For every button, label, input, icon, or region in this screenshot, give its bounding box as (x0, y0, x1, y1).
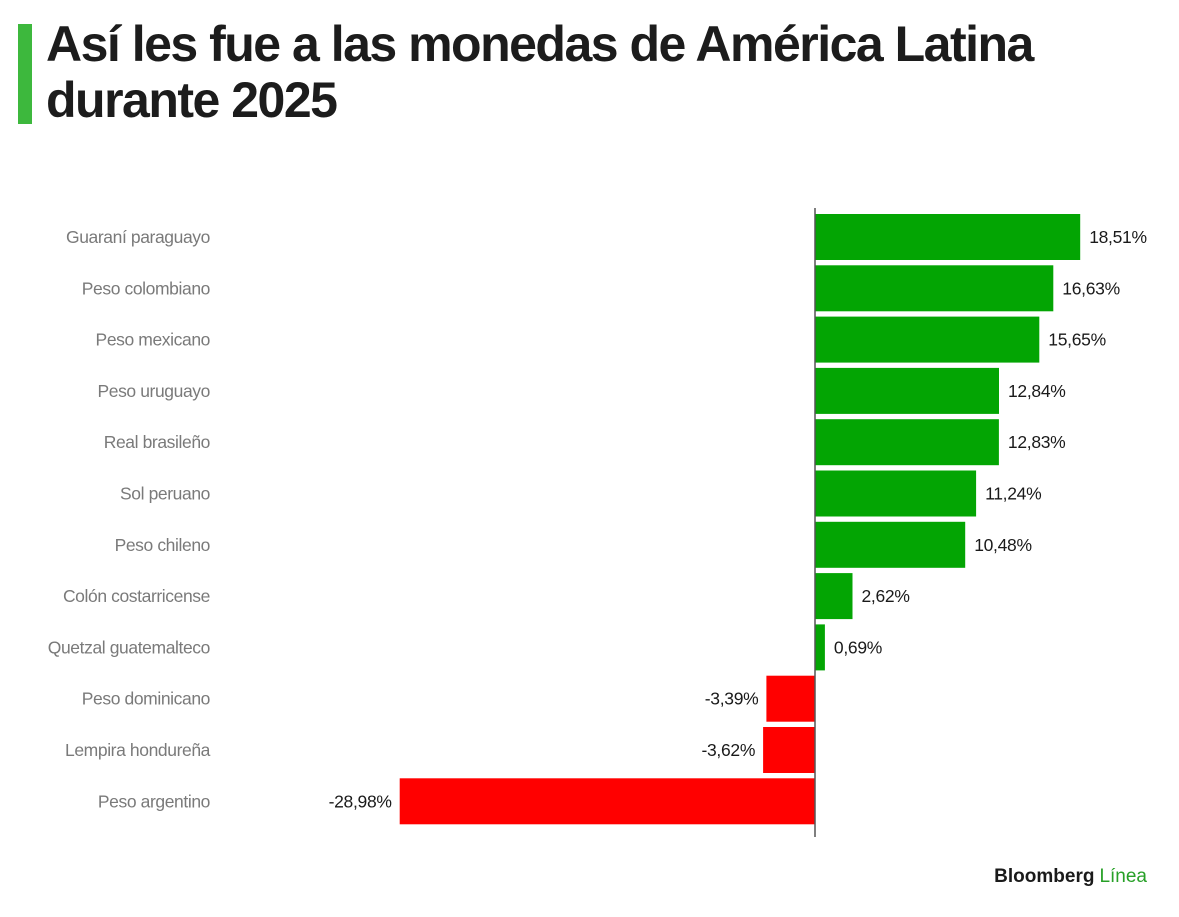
labels-layer: Guaraní paraguayo 18,51% Peso colombiano 16… (48, 227, 1147, 811)
bar (766, 675, 815, 722)
value-label: 12,83% (1008, 432, 1066, 452)
value-label: -3,62% (701, 740, 755, 760)
value-label: -28,98% (329, 791, 392, 811)
logo-accent: Línea (1099, 866, 1147, 887)
chart-title: Así les fue a las monedas de América Lat… (46, 16, 1034, 128)
value-label: 15,65% (1048, 330, 1106, 350)
value-label: 2,62% (862, 586, 910, 606)
category-label: Real brasileño (104, 432, 210, 452)
value-label: 0,69% (834, 637, 882, 657)
category-label: Sol peruano (120, 484, 210, 504)
value-label: 18,51% (1089, 227, 1147, 247)
category-label: Colón costarricense (63, 586, 210, 606)
value-label: 16,63% (1062, 278, 1120, 298)
value-label: 12,84% (1008, 381, 1066, 401)
category-label: Peso uruguayo (97, 381, 210, 401)
logo-brand: Bloomberg (994, 866, 1095, 887)
bar (815, 521, 966, 568)
category-label: Peso chileno (115, 535, 210, 555)
bar (763, 727, 815, 773)
value-label: -3,39% (705, 689, 759, 709)
category-label: Quetzal guatemalteco (48, 637, 210, 657)
bars-layer (399, 214, 1081, 825)
value-label: 11,24% (985, 484, 1041, 504)
title-accent-bar (18, 24, 32, 124)
bar (815, 470, 977, 517)
bar (815, 624, 825, 671)
category-label: Guaraní paraguayo (66, 227, 210, 247)
category-label: Lempira hondureña (65, 740, 211, 760)
bar (399, 778, 815, 825)
category-label: Peso mexicano (96, 330, 210, 350)
bar (815, 367, 999, 414)
category-label: Peso dominicano (82, 689, 210, 709)
category-label: Peso argentino (98, 791, 210, 811)
value-label: 10,48% (974, 535, 1032, 555)
bar (815, 214, 1081, 260)
bar (815, 573, 853, 620)
bloomberg-linea-logo: Bloomberg Línea (994, 866, 1147, 888)
bar (815, 419, 999, 466)
category-label: Peso colombiano (82, 278, 210, 298)
bar (815, 265, 1054, 312)
bar (815, 316, 1040, 363)
